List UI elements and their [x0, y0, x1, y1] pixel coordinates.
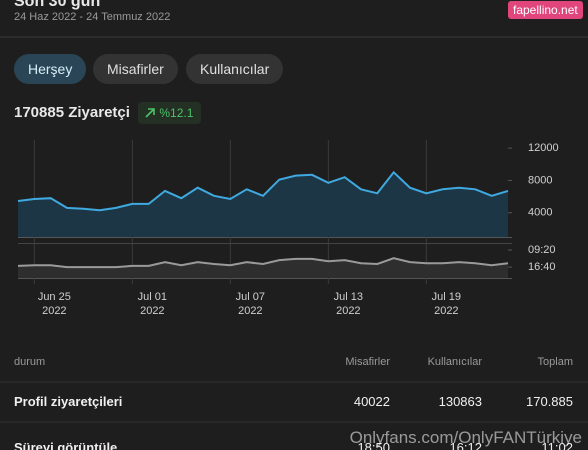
x-tick-label: Jul 19 2022	[431, 291, 461, 317]
tab-selected[interactable]: Herşey	[14, 54, 87, 84]
table-header: Kullanıcılar	[427, 356, 482, 368]
x-tick-label: Jun 25 2022	[37, 291, 71, 317]
line	[17, 257, 509, 269]
cell: 11:02	[541, 440, 573, 450]
y-tick-label: 16:40	[528, 261, 556, 273]
y-tick-label: 8000	[528, 174, 552, 186]
change-badge: %12.1	[138, 102, 202, 124]
cell: 170.885	[526, 394, 573, 409]
watermark: fapellino.net	[508, 1, 583, 19]
y-tick-label: 4000	[528, 207, 552, 219]
y-tick-label: 09:20	[528, 244, 556, 256]
row-label: Süreyi görüntüle	[14, 440, 118, 450]
table-header: durum	[14, 356, 46, 368]
cell: 18:50	[357, 440, 390, 450]
x-tick-label: Jul 13 2022	[333, 291, 363, 317]
area	[18, 172, 508, 237]
area	[18, 258, 508, 278]
arrow-icon	[145, 108, 155, 118]
cell: 16:12	[449, 440, 482, 450]
title: Son 30 gün	[14, 0, 101, 10]
footer-watermark: Onlyfans.com/OnlyFANTürkiye	[349, 428, 582, 447]
tab[interactable]: Misafirler	[93, 54, 178, 84]
tab[interactable]: Kullanıcılar	[186, 54, 284, 84]
cell: 130863	[438, 394, 482, 409]
x-tick-label: Jul 01 2022	[137, 291, 167, 317]
y-tick-label: 12000	[528, 142, 559, 154]
row-label: Profil ziyaretçileri	[14, 394, 123, 409]
table-header: Toplam	[537, 356, 573, 368]
date-range: 24 Haz 2022 - 24 Temmuz 2022	[14, 11, 171, 23]
x-tick-label: Jul 07 2022	[235, 291, 265, 317]
change-value: %12.1	[159, 106, 194, 120]
table-header: Misafirler	[345, 356, 390, 368]
line	[17, 170, 509, 212]
visitor-count: 170885 Ziyaretçi	[14, 104, 130, 121]
cell: 40022	[353, 394, 390, 409]
